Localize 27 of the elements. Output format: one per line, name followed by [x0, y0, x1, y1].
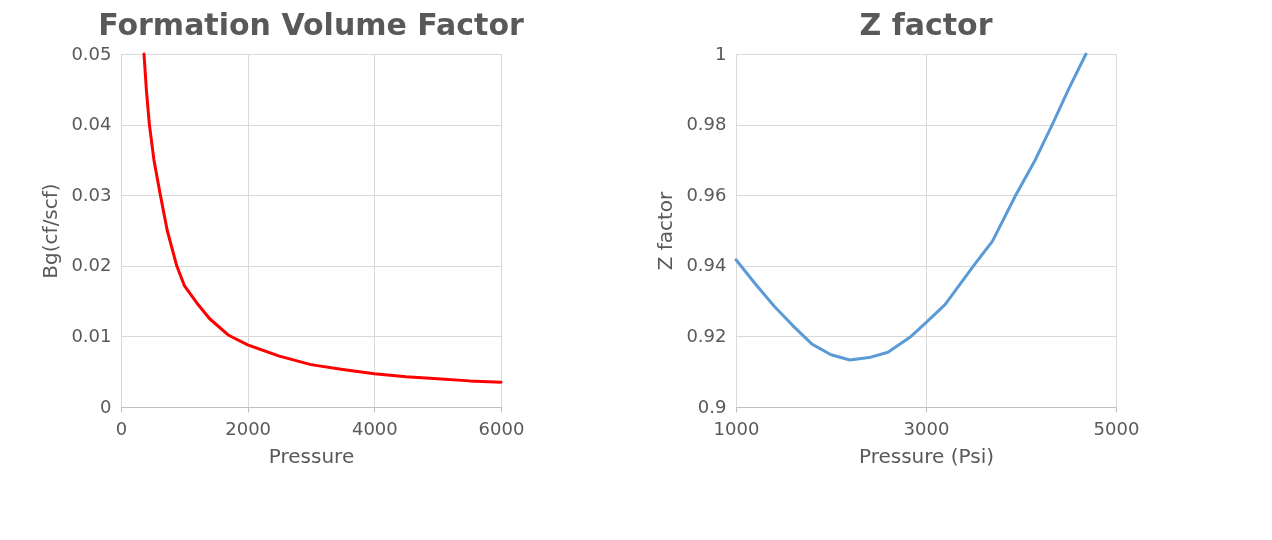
- y-axis-title: Z factor: [653, 190, 678, 271]
- x-tick-label: 6000: [478, 417, 525, 439]
- x-tick-label: 1000: [713, 417, 760, 439]
- x-tick-label: 3000: [903, 417, 950, 439]
- chart-title: Z factor: [859, 7, 993, 42]
- x-axis-title: Pressure: [268, 443, 355, 468]
- y-tick-label: 0.01: [71, 324, 112, 346]
- y-tick-label: 0.96: [686, 183, 727, 205]
- x-tick-label: 0: [115, 417, 128, 439]
- y-tick-label: 0.92: [686, 324, 727, 346]
- y-tick-label: 0.05: [71, 42, 112, 64]
- y-tick-label: 0.04: [71, 113, 112, 135]
- y-tick-label: 0.94: [686, 254, 727, 276]
- y-tick-label: 0.03: [71, 183, 112, 205]
- x-tick-label: 4000: [351, 417, 398, 439]
- y-tick-label: 1: [715, 42, 727, 64]
- y-tick-label: 0.98: [686, 113, 727, 135]
- y-tick-label: 0.02: [71, 254, 112, 276]
- chart-title: Formation Volume Factor: [98, 7, 524, 42]
- y-tick-label: 0.9: [697, 395, 727, 417]
- y-tick-label: 0: [100, 395, 112, 417]
- x-tick-label: 5000: [1093, 417, 1140, 439]
- y-axis-title: Bg(cf/scf): [38, 183, 63, 279]
- line-series: [142, 52, 503, 384]
- x-tick-label: 2000: [225, 417, 272, 439]
- line-series: [734, 52, 1088, 362]
- x-axis-title: Pressure (Psi): [858, 443, 995, 468]
